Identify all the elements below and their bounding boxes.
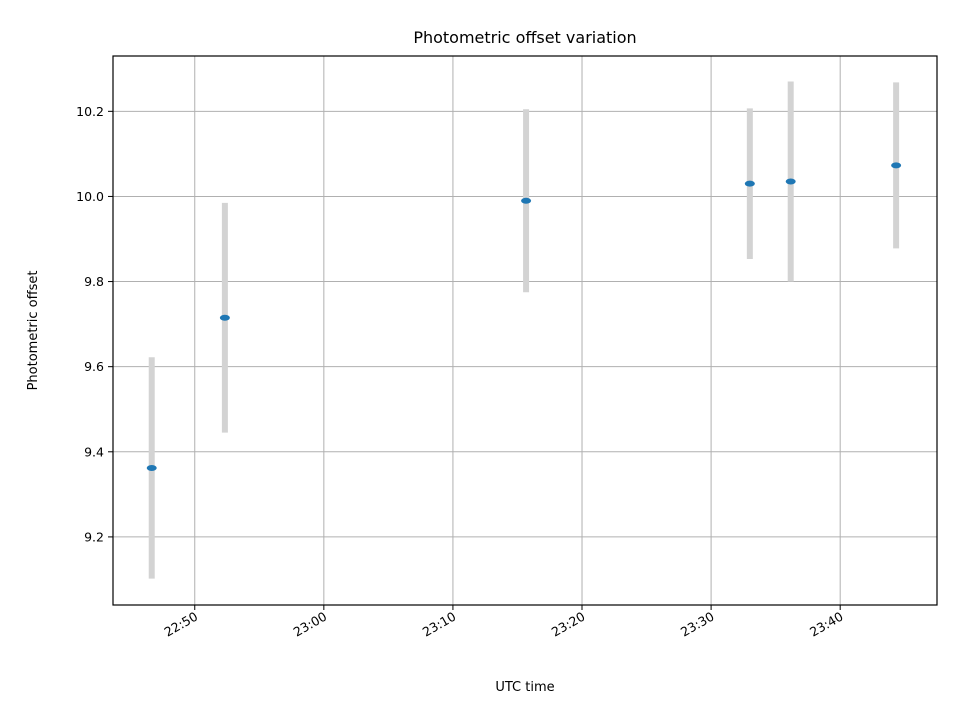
chart-title: Photometric offset variation (413, 28, 636, 47)
data-point (521, 198, 531, 204)
x-tick-label: 23:40 (807, 609, 846, 640)
y-tick-label: 9.8 (84, 274, 104, 289)
x-axis-label: UTC time (495, 680, 554, 695)
y-tick-label: 9.6 (84, 359, 104, 374)
error-bars (152, 82, 896, 579)
data-point (786, 179, 796, 185)
y-tick-label: 10.0 (76, 189, 104, 204)
y-axis-ticks: 9.2 9.4 9.6 9.8 10.0 10.2 (76, 104, 113, 545)
x-tick-label: 22:50 (162, 609, 201, 640)
x-tick-label: 23:00 (291, 609, 330, 640)
x-tick-label: 23:20 (549, 609, 588, 640)
y-tick-label: 9.2 (84, 529, 104, 544)
y-tick-label: 9.4 (84, 444, 104, 459)
x-tick-label: 23:10 (420, 609, 459, 640)
data-point (891, 162, 901, 168)
x-axis-ticks: 22:50 23:00 23:10 23:20 23:30 23:40 (162, 605, 846, 640)
data-point (745, 181, 755, 187)
data-point (147, 465, 157, 471)
x-tick-label: 23:30 (678, 609, 717, 640)
data-point (220, 315, 230, 321)
y-axis-label: Photometric offset (26, 271, 41, 391)
y-tick-label: 10.2 (76, 104, 104, 119)
